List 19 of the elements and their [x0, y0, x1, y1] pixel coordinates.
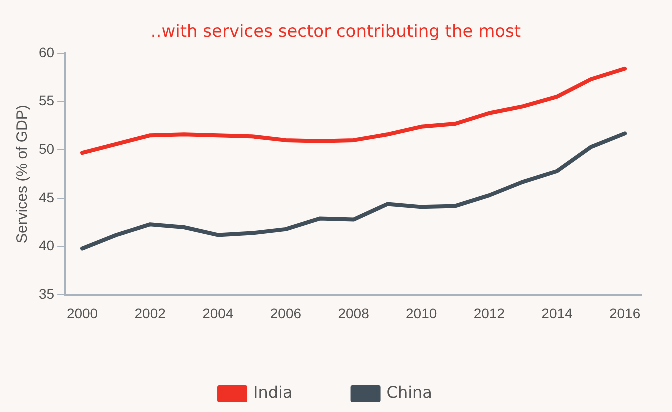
y-tick-label: 35: [38, 286, 55, 302]
x-tick-label: 2004: [202, 305, 234, 322]
y-tick-label: 50: [38, 140, 55, 157]
y-tick-label: 40: [38, 238, 55, 254]
x-tick-label: 2016: [609, 305, 641, 322]
x-tick-label: 2002: [134, 305, 166, 322]
y-tick-label: 55: [38, 92, 55, 109]
x-tick-label: 2008: [338, 305, 370, 322]
x-tick-label: 2014: [542, 305, 574, 322]
legend-label: China: [386, 383, 432, 402]
x-tick-label: 2010: [406, 305, 438, 322]
x-tick-label: 2012: [474, 305, 506, 322]
y-tick-label: 60: [38, 44, 55, 60]
x-tick-label: 2006: [270, 305, 302, 322]
y-tick-label: 45: [38, 189, 55, 206]
legend-label: India: [254, 383, 293, 402]
x-tick-label: 2000: [66, 305, 98, 322]
y-axis-title: Services (% of GDP): [14, 105, 32, 244]
chart-title: ..with services sector contributing the most: [150, 22, 522, 42]
